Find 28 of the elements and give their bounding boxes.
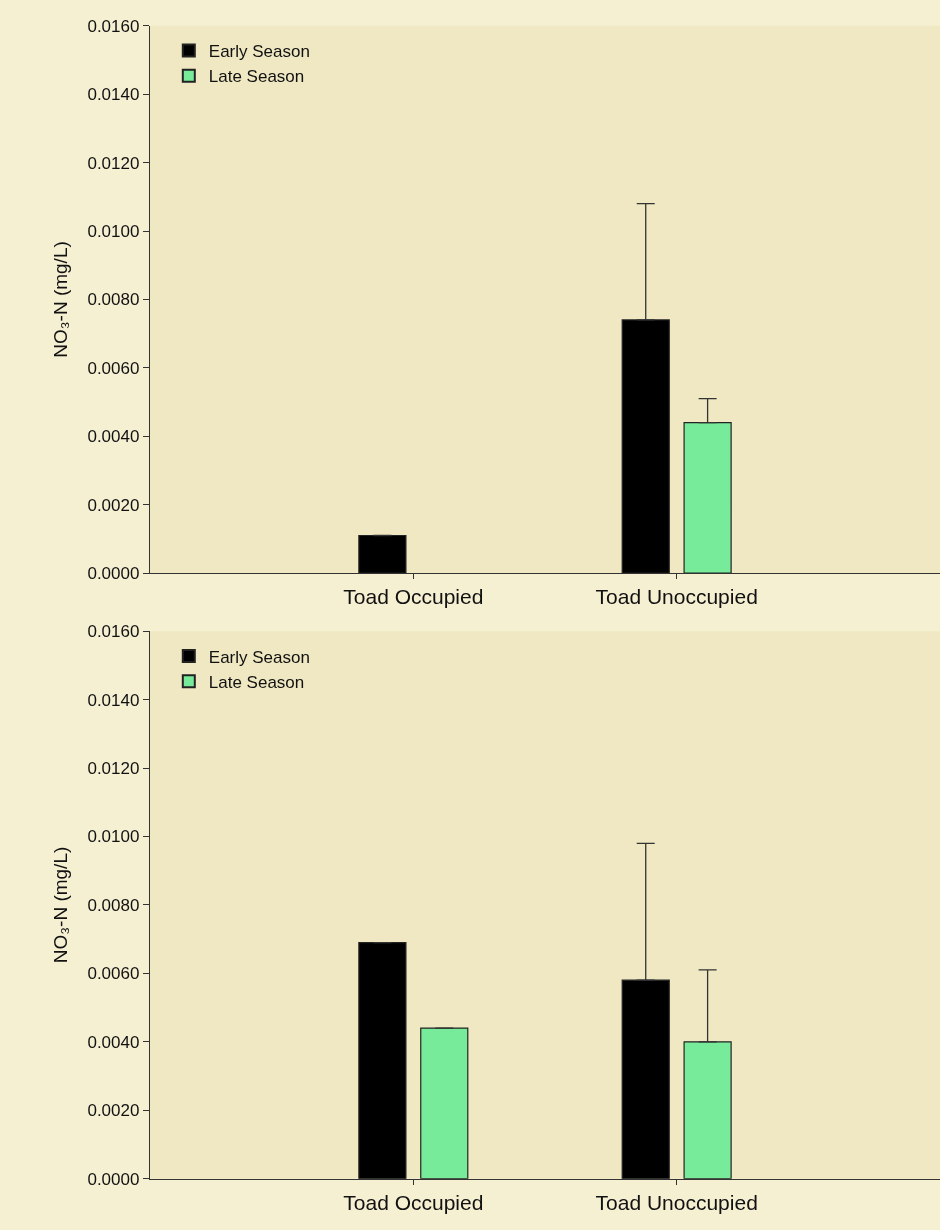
legend-label: Early Season (208, 647, 310, 667)
y-axis-title: NO₃-N (mg/L) (50, 241, 72, 358)
y-tick-label: 0.0140 (87, 690, 140, 710)
y-tick-label: 0.0120 (87, 153, 140, 173)
y-tick-label: 0.0140 (87, 85, 140, 105)
y-tick-label: 0.0060 (87, 358, 140, 378)
legend-label: Early Season (208, 42, 310, 62)
y-tick-label: 0.0160 (87, 16, 140, 36)
y-tick-label: 0.0080 (87, 895, 140, 915)
y-tick-label: 0.0020 (87, 495, 140, 515)
x-tick-label: Toad Occupied (343, 585, 484, 609)
y-tick-label: 0.0040 (87, 1032, 140, 1052)
y-tick-label: 0.0080 (87, 290, 140, 310)
y-tick-label: 0.0020 (87, 1101, 140, 1121)
y-tick-label: 0.0100 (87, 827, 140, 847)
legend-label: Late Season (208, 672, 305, 692)
y-tick-label: 0.0040 (87, 427, 140, 447)
y-tick-label: 0.0000 (87, 564, 140, 584)
y-axis-title: NO₃-N (mg/L) (50, 846, 72, 964)
y-tick-label: 0.0100 (87, 221, 140, 241)
x-tick-label: Toad Unoccupied (595, 1191, 758, 1214)
x-tick-label: Toad Unoccupied (595, 585, 758, 609)
y-tick-label: 0.0120 (87, 759, 140, 779)
y-tick-label: 0.0160 (87, 622, 140, 642)
y-tick-label: 0.0060 (87, 964, 140, 984)
y-tick-label: 0.0000 (87, 1169, 140, 1189)
legend-label: Late Season (208, 67, 305, 87)
x-tick-label: Toad Occupied (343, 1191, 484, 1214)
